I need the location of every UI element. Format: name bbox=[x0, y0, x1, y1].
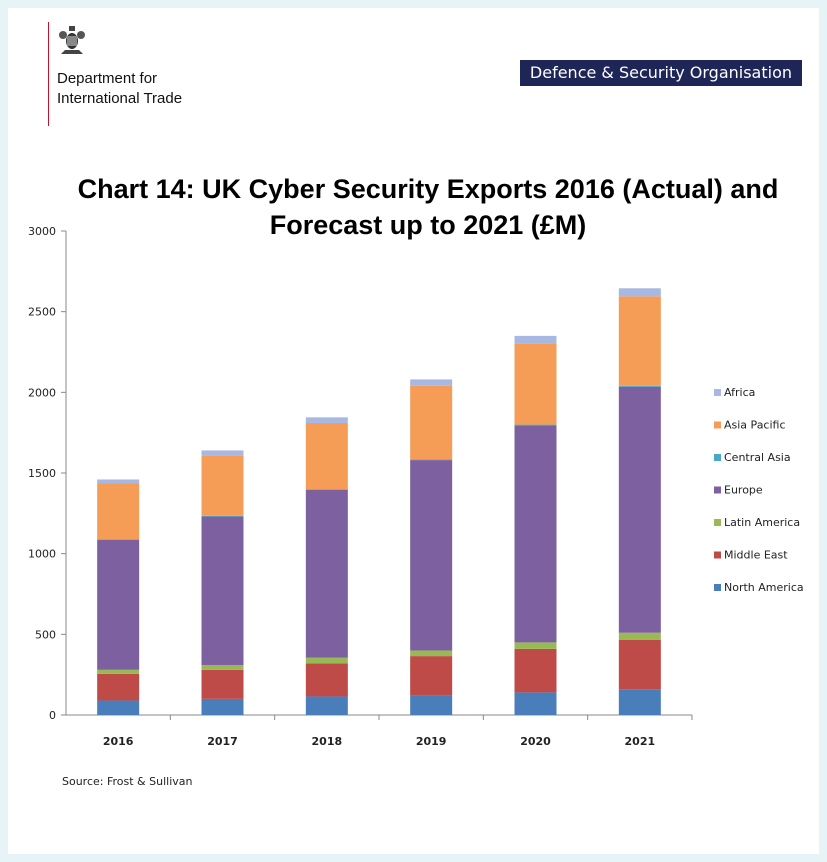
bar-segment-central-asia-2018 bbox=[305, 489, 348, 490]
bar-segment-europe-2017 bbox=[201, 516, 244, 665]
bar-segment-asia-pacific-2018 bbox=[305, 422, 348, 490]
bar-segment-europe-2019 bbox=[410, 460, 453, 651]
bar-segment-north-america-2018 bbox=[305, 696, 348, 715]
bar-segment-africa-2016 bbox=[97, 479, 140, 484]
bar-segment-europe-2021 bbox=[618, 386, 661, 633]
royal-crest-icon bbox=[59, 26, 85, 54]
legend-swatch-north-america bbox=[714, 584, 721, 591]
bar-segment-central-asia-2016 bbox=[97, 539, 140, 540]
bar-segment-asia-pacific-2020 bbox=[514, 343, 557, 425]
y-axis: 0 500 1000 1500 2000 2500 3000 bbox=[28, 225, 67, 722]
bar-segment-europe-2016 bbox=[97, 539, 140, 670]
department-name-line-1: Department for bbox=[57, 70, 158, 87]
legend-label-asia-pacific: Asia Pacific bbox=[724, 419, 786, 432]
x-axis: 2016 2017 2018 2019 2020 2021 bbox=[66, 714, 693, 748]
y-tick-label: 1500 bbox=[28, 467, 56, 480]
bar-segment-central-asia-2021 bbox=[618, 385, 661, 387]
y-tick-label: 0 bbox=[49, 709, 56, 722]
x-tick-label: 2021 bbox=[625, 735, 656, 748]
chart-title-line-2: Forecast up to 2021 (£M) bbox=[270, 210, 587, 240]
bar-segment-africa-2018 bbox=[305, 417, 348, 423]
legend-label-latin-america: Latin America bbox=[724, 516, 800, 529]
bar-segment-asia-pacific-2021 bbox=[618, 296, 661, 386]
x-tick-label: 2020 bbox=[520, 735, 551, 748]
legend: Africa Asia Pacific Central Asia Europe Lati… bbox=[714, 386, 804, 594]
bar-segment-middle-east-2019 bbox=[410, 656, 453, 696]
legend-label-central-asia: Central Asia bbox=[724, 451, 791, 464]
bar-segment-africa-2020 bbox=[514, 335, 557, 344]
bar-segment-latin-america-2021 bbox=[618, 632, 661, 640]
bar-segment-asia-pacific-2019 bbox=[410, 385, 453, 460]
legend-label-africa: Africa bbox=[724, 386, 755, 399]
bar-segment-central-asia-2020 bbox=[514, 424, 557, 426]
legend-label-middle-east: Middle East bbox=[724, 549, 788, 562]
page: Department for International Trade Defen… bbox=[8, 8, 819, 854]
bar-segment-asia-pacific-2016 bbox=[97, 483, 140, 540]
bar-segment-middle-east-2016 bbox=[97, 673, 140, 701]
legend-swatch-central-asia bbox=[714, 454, 721, 461]
bar-segment-central-asia-2019 bbox=[410, 459, 453, 461]
bar-segment-latin-america-2020 bbox=[514, 642, 557, 649]
bar-segment-middle-east-2021 bbox=[618, 639, 661, 690]
bar-segment-north-america-2016 bbox=[97, 700, 140, 715]
bar-segment-latin-america-2016 bbox=[97, 669, 140, 674]
chart-title-line-1: Chart 14: UK Cyber Security Exports 2016… bbox=[78, 174, 779, 204]
legend-swatch-europe bbox=[714, 486, 721, 494]
bar-segment-africa-2019 bbox=[410, 379, 453, 386]
bar-segment-middle-east-2018 bbox=[305, 663, 348, 697]
x-tick-label: 2018 bbox=[312, 735, 343, 748]
bar-segment-latin-america-2017 bbox=[201, 664, 244, 670]
department-name-line-2: International Trade bbox=[57, 90, 183, 107]
y-tick-label: 500 bbox=[35, 628, 56, 641]
x-tick-label: 2019 bbox=[416, 735, 447, 748]
y-tick-label: 2000 bbox=[28, 386, 56, 399]
bar-segment-middle-east-2020 bbox=[514, 648, 557, 693]
legend-swatch-asia-pacific bbox=[714, 421, 721, 429]
organisation-banner: Defence & Security Organisation bbox=[519, 60, 802, 86]
y-tick-label: 3000 bbox=[28, 225, 56, 238]
legend-label-europe: Europe bbox=[724, 484, 763, 497]
bar-segment-north-america-2020 bbox=[514, 692, 557, 715]
legend-swatch-africa bbox=[714, 389, 721, 396]
x-tick-label: 2017 bbox=[207, 735, 238, 748]
bar-segment-north-america-2021 bbox=[618, 689, 661, 715]
x-tick-label: 2016 bbox=[103, 735, 134, 748]
bar-segment-europe-2018 bbox=[305, 489, 348, 658]
department-logo: Department for International Trade bbox=[48, 22, 182, 126]
bar-segment-north-america-2019 bbox=[410, 695, 453, 715]
bar-segment-central-asia-2017 bbox=[201, 515, 244, 517]
chart: Chart 14: UK Cyber Security Exports 2016… bbox=[28, 174, 804, 748]
bar-segment-asia-pacific-2017 bbox=[201, 455, 244, 516]
bar-segment-north-america-2017 bbox=[201, 698, 244, 715]
y-tick-label: 2500 bbox=[28, 306, 56, 319]
bars bbox=[97, 288, 661, 715]
bar-segment-africa-2017 bbox=[201, 450, 244, 456]
y-tick-label: 1000 bbox=[28, 548, 56, 561]
bar-segment-middle-east-2017 bbox=[201, 669, 244, 699]
bar-segment-latin-america-2019 bbox=[410, 650, 453, 657]
bar-segment-africa-2021 bbox=[618, 288, 661, 297]
legend-label-north-america: North America bbox=[724, 581, 804, 594]
legend-swatch-latin-america bbox=[714, 519, 721, 526]
legend-swatch-middle-east bbox=[714, 551, 721, 559]
source-note: Source: Frost & Sullivan bbox=[62, 775, 193, 788]
bar-segment-europe-2020 bbox=[514, 425, 557, 643]
bar-segment-latin-america-2018 bbox=[305, 657, 348, 664]
